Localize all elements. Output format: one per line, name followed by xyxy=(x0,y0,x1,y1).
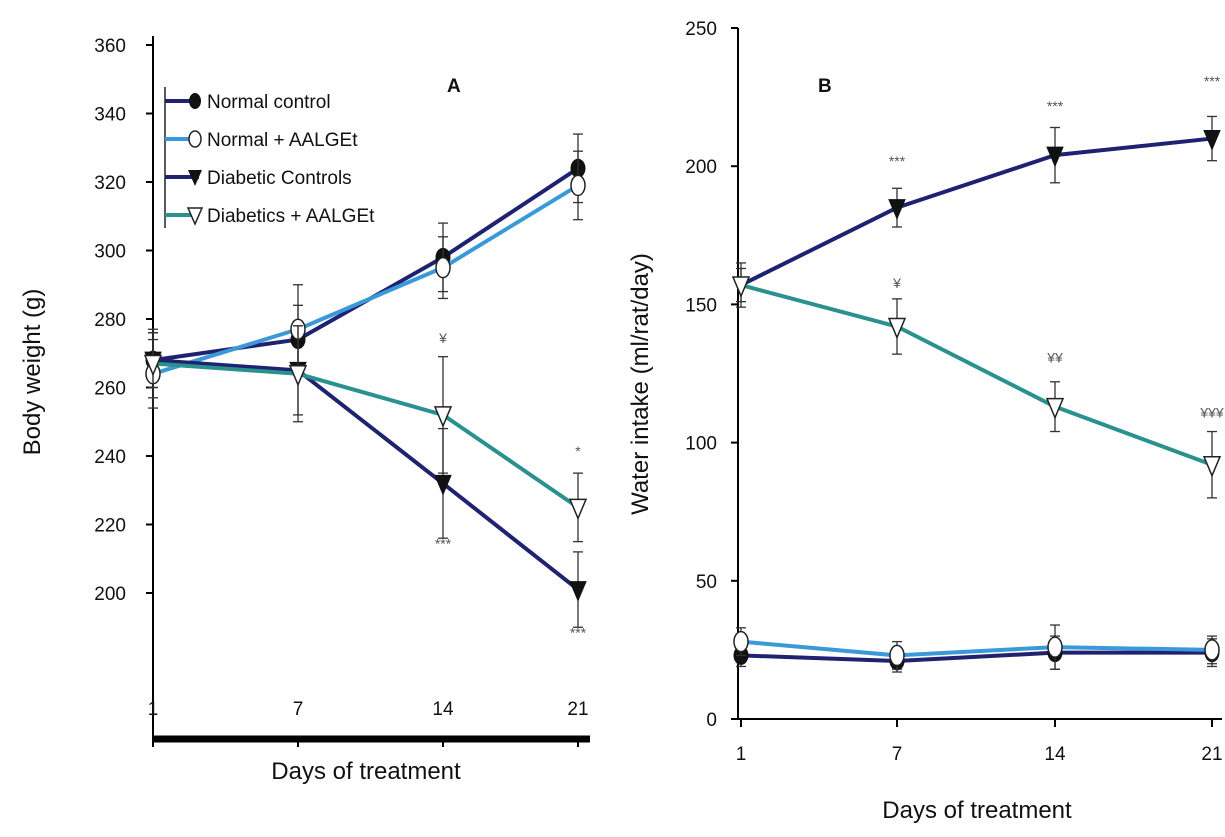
panel-1-series-2-point-2 xyxy=(1046,146,1064,168)
panel-0-y-tick-label-5: 300 xyxy=(94,242,126,263)
panel-b-y-axis-title: Water intake (ml/rat/day) xyxy=(627,253,654,515)
panel-b-label: B xyxy=(818,76,832,97)
panel-1-series-3-point-2 xyxy=(1045,397,1065,420)
panel-1-y-tick-label-0: 0 xyxy=(706,710,717,731)
panel-0-series-3-point-2 xyxy=(433,406,453,428)
panel-0-legend-label-2: Diabetic Controls xyxy=(207,168,352,189)
panel-1-series-1-point-1 xyxy=(889,644,905,667)
panel-0-y-tick-label-2: 240 xyxy=(94,447,126,468)
panel-0-y-tick-label-1: 220 xyxy=(94,516,126,537)
panel-0-annotation-0: ¥ xyxy=(438,330,447,346)
panel-0-annotation-1: *** xyxy=(435,535,452,551)
panel-1-y-tick-label-4: 200 xyxy=(685,157,717,178)
panel-1-annotation-0: *** xyxy=(889,153,906,169)
panel-0-y-tick-label-7: 340 xyxy=(94,105,126,126)
panel-0-series-2-point-3 xyxy=(569,581,587,602)
panel-1-x-tick-label-2: 14 xyxy=(1044,744,1066,765)
panel-1-series-1-point-0 xyxy=(733,630,749,653)
panel-a-x-axis-title: Days of treatment xyxy=(271,758,461,785)
panel-b-x-axis-title: Days of treatment xyxy=(882,797,1072,824)
panel-0-legend-marker-1 xyxy=(188,130,202,148)
panel-1-series-2-point-1 xyxy=(888,199,906,220)
panel-0-series-3-point-1 xyxy=(288,365,308,387)
panel-1-series-3-line xyxy=(740,283,1213,467)
panel-0-series-3-point-3 xyxy=(568,498,588,521)
panel-1-series-1-point-3 xyxy=(1204,639,1220,661)
panel-1-series-1-line xyxy=(740,639,1213,658)
panel-0-x-tick-label-2: 14 xyxy=(432,699,454,720)
panel-0-x-tick-label-0: 1 xyxy=(148,699,159,720)
panel-1-annotation-2: *** xyxy=(1204,73,1221,89)
panel-b-water-intake-chart: B Water intake (ml/rat/day) Days of trea… xyxy=(627,19,1224,824)
panel-1-y-tick-label-1: 50 xyxy=(696,572,717,593)
panel-1-series-0-line xyxy=(740,650,1212,663)
panel-a-label: A xyxy=(447,76,461,97)
panel-1-y-tick-label-5: 250 xyxy=(685,19,717,40)
panel-1-annotation-4: ¥¥ xyxy=(1046,349,1063,365)
panel-0-series-1-point-2 xyxy=(435,256,451,279)
panel-0-y-tick-label-6: 320 xyxy=(94,173,126,194)
panel-1-series-2-point-3 xyxy=(1203,130,1221,151)
panel-0-legend-label-1: Normal + AALGEt xyxy=(207,130,358,151)
panel-1-series-3-point-0 xyxy=(731,276,751,298)
panel-0-legend-label-3: Diabetics + AALGEt xyxy=(207,206,375,227)
panel-0-x-tick-label-1: 7 xyxy=(293,699,304,720)
panel-a-body-weight-chart: A Body weight (g) Days of treatment 200 2… xyxy=(19,36,590,785)
panel-1-annotation-3: ¥ xyxy=(892,275,901,291)
panel-0-series-1-line xyxy=(152,183,580,376)
panel-1-x-tick-label-3: 21 xyxy=(1201,744,1222,765)
panel-0-series-3-point-0 xyxy=(143,354,163,377)
panel-a-y-axis-title: Body weight (g) xyxy=(19,289,46,456)
panel-1-annotation-5: ¥¥¥ xyxy=(1199,405,1224,421)
panel-0-legend-label-0: Normal control xyxy=(207,92,331,113)
panel-1-series-1-point-2 xyxy=(1047,636,1063,658)
panel-1-x-tick-label-1: 7 xyxy=(892,744,903,765)
panel-0-legend-marker-0 xyxy=(189,93,201,109)
panel-0-y-tick-label-0: 200 xyxy=(94,584,126,605)
panel-0-annotation-2: * xyxy=(575,443,581,459)
panel-0-series-2-line xyxy=(152,358,580,592)
panel-1-annotation-1: *** xyxy=(1047,98,1064,114)
panel-0-annotation-3: *** xyxy=(570,625,587,641)
panel-0-y-tick-label-8: 360 xyxy=(94,36,126,57)
panel-0-y-tick-label-3: 260 xyxy=(94,379,126,400)
panel-0-series-2-point-2 xyxy=(434,474,452,496)
panel-1-series-3-point-1 xyxy=(887,317,907,340)
panel-1-y-tick-label-2: 100 xyxy=(685,434,717,455)
panel-1-series-2-line xyxy=(740,136,1213,287)
panel-1-x-tick-label-0: 1 xyxy=(736,744,747,765)
panel-0-x-tick-label-3: 21 xyxy=(567,699,588,720)
panel-1-y-tick-label-3: 150 xyxy=(685,295,717,316)
panel-0-series-1-point-3 xyxy=(570,174,586,197)
panel-1-series-3-point-3 xyxy=(1202,455,1222,478)
panel-0-series-3-line xyxy=(152,361,580,510)
panel-0-y-tick-label-4: 280 xyxy=(94,310,126,331)
panel-0-series-0-line xyxy=(152,166,580,363)
panel-0-legend-marker-3 xyxy=(186,207,204,226)
panel-0-legend-marker-2 xyxy=(188,170,202,186)
